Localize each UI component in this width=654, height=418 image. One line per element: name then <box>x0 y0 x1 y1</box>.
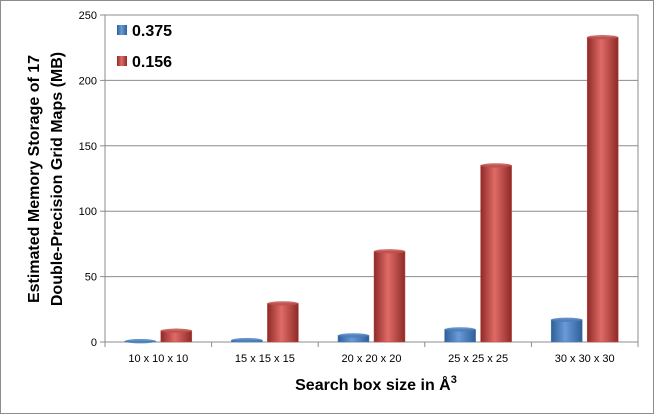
y-tick-label-0: 0 <box>91 337 97 349</box>
x-axis-title-superscript: 3 <box>451 374 457 386</box>
legend-swatch-0156 <box>117 56 127 66</box>
x-tick-label-2: 20 x 20 x 20 <box>342 353 402 365</box>
x-tick-label-0: 10 x 10 x 10 <box>128 353 188 365</box>
bar-body <box>586 36 619 343</box>
y-tick-labels: 0 50 100 150 200 250 <box>79 10 97 349</box>
bar-0.156-3 <box>480 163 512 343</box>
x-tick-label-1: 15 x 15 x 15 <box>235 353 295 365</box>
legend: 0.375 0.156 <box>117 23 172 71</box>
y-tick-label-150: 150 <box>79 141 97 153</box>
legend-label-0156: 0.156 <box>132 54 172 71</box>
bar-body <box>480 165 512 343</box>
y-tick-label-50: 50 <box>85 272 97 284</box>
bar-0.156-4 <box>586 35 619 343</box>
bar-cap <box>231 337 263 343</box>
bar-0.375-1 <box>231 337 263 343</box>
x-tick-label-4: 30 x 30 x 30 <box>555 353 615 365</box>
axes <box>100 14 639 347</box>
y-tick-label-250: 250 <box>79 10 97 22</box>
bar-body <box>267 303 299 343</box>
x-axis-title-text: Search box size in Å <box>295 375 451 394</box>
bar-0.375-4 <box>550 317 583 343</box>
legend-swatch-0375 <box>117 25 127 35</box>
bar-cap <box>338 333 369 338</box>
gridlines <box>105 14 638 278</box>
bar-cap <box>444 327 476 332</box>
y-axis-title-line1: Estimated Memory Storage of 17 <box>26 55 43 303</box>
x-tick-labels: 10 x 10 x 10 15 x 15 x 15 20 x 20 x 20 25 x… <box>128 353 614 365</box>
bar-cap <box>374 249 405 254</box>
y-tick-label-100: 100 <box>79 206 97 218</box>
bar-0.156-0 <box>160 328 193 343</box>
bar-cap <box>160 328 192 333</box>
bar-cap <box>587 35 619 40</box>
bar-0.156-2 <box>373 249 406 343</box>
bar-body <box>550 319 583 343</box>
legend-label-0375: 0.375 <box>132 23 172 40</box>
y-axis-title: Estimated Memory Storage of 17 Double-Pr… <box>26 52 66 306</box>
bar-body <box>373 251 406 343</box>
bar-cap <box>551 317 583 322</box>
y-tick-label-200: 200 <box>79 75 97 87</box>
bar-cap <box>480 163 512 168</box>
y-axis-title-line2: Double-Precision Grid Maps (MB) <box>49 52 66 306</box>
bar-0.156-1 <box>267 301 299 343</box>
bars <box>124 35 619 344</box>
bar-0.375-3 <box>444 327 476 343</box>
bar-cap <box>124 339 156 344</box>
x-axis-title: Search box size in Å3 <box>295 374 457 394</box>
x-tick-label-3: 25 x 25 x 25 <box>448 353 508 365</box>
bar-0.375-0 <box>124 339 157 344</box>
bar-0.375-2 <box>337 333 370 343</box>
bar-cap <box>267 301 299 306</box>
